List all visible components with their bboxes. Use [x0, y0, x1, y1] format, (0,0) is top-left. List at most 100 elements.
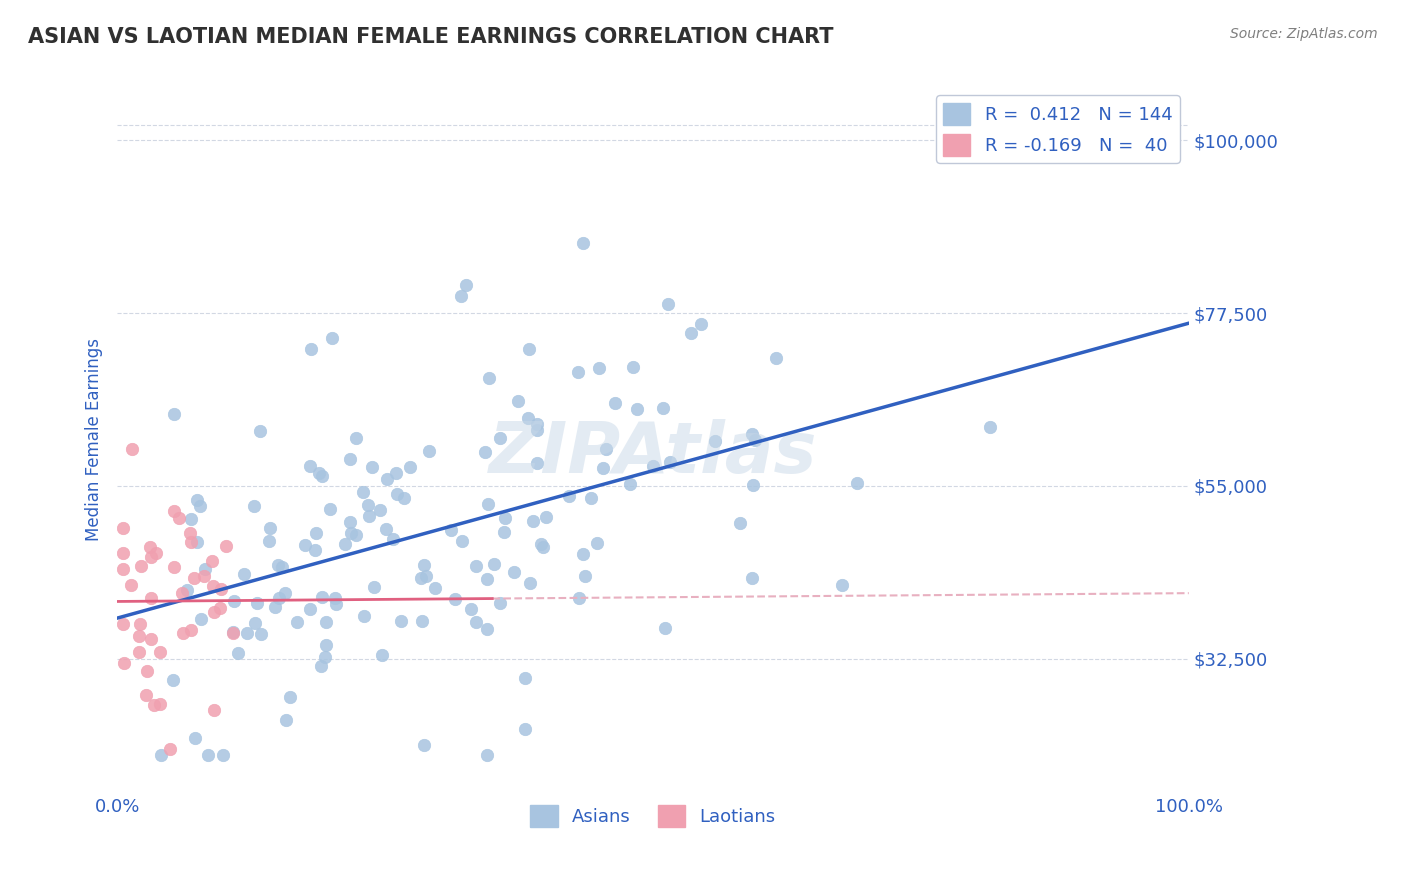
Point	[375, 472, 398, 486]
Point	[274, 713, 297, 727]
Point	[588, 360, 610, 375]
Point	[215, 539, 238, 553]
Point	[250, 627, 273, 641]
Text: Source: ZipAtlas.com: Source: ZipAtlas.com	[1230, 27, 1378, 41]
Point	[172, 625, 194, 640]
Point	[450, 289, 472, 303]
Point	[658, 455, 681, 469]
Point	[257, 534, 280, 549]
Point	[352, 484, 374, 499]
Point	[163, 407, 186, 421]
Point	[186, 535, 208, 549]
Point	[519, 576, 541, 591]
Point	[163, 560, 186, 574]
Point	[530, 536, 553, 550]
Point	[392, 491, 415, 505]
Point	[765, 351, 787, 365]
Point	[120, 577, 142, 591]
Point	[183, 571, 205, 585]
Point	[129, 617, 152, 632]
Point	[603, 395, 626, 409]
Point	[111, 546, 134, 560]
Point	[595, 442, 617, 456]
Point	[477, 497, 499, 511]
Point	[741, 427, 763, 442]
Point	[299, 602, 322, 616]
Point	[167, 510, 190, 524]
Point	[285, 615, 308, 629]
Point	[344, 527, 367, 541]
Point	[193, 568, 215, 582]
Point	[621, 360, 644, 375]
Point	[741, 478, 763, 492]
Point	[517, 342, 540, 356]
Point	[643, 459, 665, 474]
Point	[222, 625, 245, 640]
Point	[197, 747, 219, 762]
Point	[361, 459, 384, 474]
Point	[368, 503, 391, 517]
Point	[180, 512, 202, 526]
Point	[321, 331, 343, 345]
Point	[744, 433, 766, 447]
Point	[194, 562, 217, 576]
Point	[308, 466, 330, 480]
Point	[202, 579, 225, 593]
Point	[704, 434, 727, 448]
Point	[180, 623, 202, 637]
Point	[243, 615, 266, 630]
Point	[184, 731, 207, 745]
Point	[464, 615, 486, 629]
Text: ZIPAtlas: ZIPAtlas	[489, 419, 817, 489]
Point	[136, 664, 159, 678]
Point	[657, 297, 679, 311]
Point	[311, 469, 333, 483]
Point	[188, 499, 211, 513]
Point	[246, 597, 269, 611]
Text: ASIAN VS LAOTIAN MEDIAN FEMALE EARNINGS CORRELATION CHART: ASIAN VS LAOTIAN MEDIAN FEMALE EARNINGS …	[28, 27, 834, 46]
Point	[418, 444, 440, 458]
Point	[339, 525, 361, 540]
Point	[209, 601, 232, 615]
Point	[135, 688, 157, 702]
Point	[513, 722, 536, 736]
Point	[139, 541, 162, 555]
Point	[271, 560, 294, 574]
Point	[654, 621, 676, 635]
Point	[304, 542, 326, 557]
Point	[443, 591, 465, 606]
Point	[315, 638, 337, 652]
Point	[228, 646, 250, 660]
Point	[579, 491, 602, 505]
Point	[477, 622, 499, 636]
Point	[159, 741, 181, 756]
Point	[311, 590, 333, 604]
Point	[139, 591, 162, 605]
Point	[531, 541, 554, 555]
Point	[222, 594, 245, 608]
Point	[149, 747, 172, 762]
Point	[482, 558, 505, 572]
Point	[488, 596, 510, 610]
Point	[315, 615, 337, 629]
Point	[112, 656, 135, 670]
Point	[267, 558, 290, 572]
Point	[323, 591, 346, 605]
Point	[571, 235, 593, 250]
Point	[652, 401, 675, 416]
Point	[384, 466, 406, 480]
Point	[259, 521, 281, 535]
Point	[371, 648, 394, 662]
Point	[325, 597, 347, 611]
Point	[979, 419, 1001, 434]
Point	[267, 591, 290, 605]
Point	[172, 586, 194, 600]
Point	[456, 278, 478, 293]
Point	[488, 431, 510, 445]
Point	[298, 459, 321, 474]
Point	[586, 536, 609, 550]
Point	[263, 599, 285, 614]
Point	[592, 461, 614, 475]
Point	[145, 546, 167, 560]
Point	[572, 547, 595, 561]
